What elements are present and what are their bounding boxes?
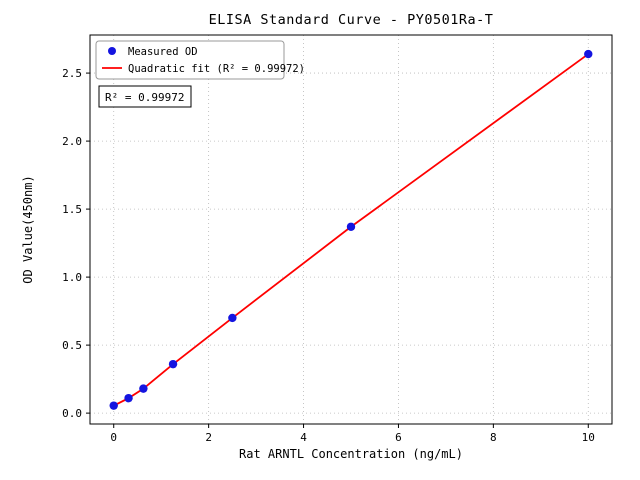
measured-od-point xyxy=(346,222,356,231)
x-tick-label: 6 xyxy=(395,431,402,444)
x-axis-label: Rat ARNTL Concentration (ng/mL) xyxy=(239,447,463,461)
x-tick-label: 4 xyxy=(300,431,307,444)
x-tick-label: 8 xyxy=(490,431,497,444)
legend: Measured OD Quadratic fit (R² = 0.99972) xyxy=(95,40,305,80)
measured-od-point xyxy=(124,393,133,403)
chart-title: ELISA Standard Curve - PY0501Ra-T xyxy=(209,12,494,28)
annotation-box xyxy=(98,85,192,108)
legend-marker-measured-od-icon xyxy=(108,47,116,55)
axis-ticks: 0 2 4 6 8 10 0.0 0.5 1.0 1.5 2.0 2.5 xyxy=(62,67,595,444)
y-tick-label: 0.5 xyxy=(62,339,82,352)
plot-border xyxy=(89,34,613,425)
measured-od-point xyxy=(139,384,148,393)
x-tick-label: 0 xyxy=(110,431,117,444)
x-tick-label: 2 xyxy=(205,431,212,444)
y-tick-label: 1.5 xyxy=(62,203,82,216)
legend-label-quadratic-fit: Quadratic fit (R² = 0.99972) xyxy=(128,63,305,75)
measured-od-point xyxy=(109,401,118,410)
x-tick-label: 10 xyxy=(582,431,595,444)
annotation: R² = 0.99972 xyxy=(98,85,192,108)
legend-box xyxy=(95,40,285,80)
annotation-text: R² = 0.99972 xyxy=(105,91,184,104)
y-tick-label: 2.5 xyxy=(62,67,82,80)
legend-label-measured-od: Measured OD xyxy=(128,46,198,58)
measured-od-point xyxy=(228,313,237,323)
y-tick-label: 1.0 xyxy=(62,271,82,284)
data-series xyxy=(109,49,593,410)
y-tick-label: 2.0 xyxy=(62,135,82,148)
y-tick-label: 0.0 xyxy=(62,407,82,420)
measured-od-point xyxy=(584,49,593,59)
y-axis-label: OD Value(450nm) xyxy=(21,175,35,283)
measured-od-point xyxy=(168,359,178,369)
